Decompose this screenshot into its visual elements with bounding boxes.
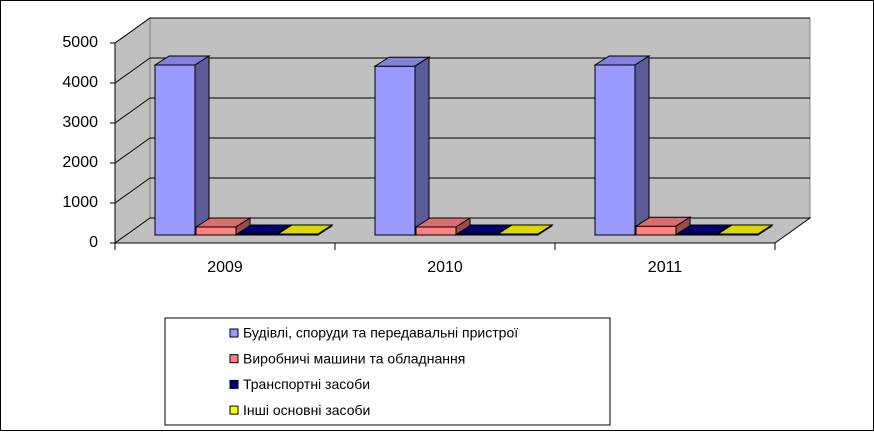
legend-swatch (229, 405, 239, 415)
bar (374, 65, 416, 236)
legend (164, 317, 611, 426)
bar (154, 64, 196, 236)
x-tick-label: 2009 (207, 259, 243, 276)
x-tick-label: 2011 (648, 259, 683, 276)
legend-label: Транспортні засоби (243, 376, 370, 392)
grid-line (114, 137, 810, 164)
grid-line (114, 17, 810, 44)
grid-line (114, 177, 810, 204)
bar (594, 64, 636, 236)
back-wall (149, 17, 811, 219)
legend-swatch (229, 379, 239, 389)
bar (635, 225, 677, 236)
bar-side (757, 224, 773, 236)
y-tick-label: 5000 (62, 34, 98, 51)
bar (195, 226, 237, 236)
bar-side (537, 224, 553, 236)
bar-side (634, 55, 650, 236)
y-tick-label: 0 (89, 234, 98, 251)
legend-label: Інші основні засоби (243, 402, 370, 418)
bar-side (317, 224, 333, 236)
y-tick-label: 2000 (62, 154, 98, 171)
bar (415, 226, 457, 236)
grid-line (114, 97, 810, 124)
legend-label: Будівлі, споруди та передавальні пристро… (243, 325, 518, 341)
x-tick-label: 2010 (427, 259, 463, 276)
grid-line (114, 57, 810, 84)
legend-label: Виробничі машини та обладнання (243, 350, 465, 366)
y-tick-label: 3000 (62, 114, 98, 131)
y-tick-label: 1000 (62, 194, 98, 211)
legend-swatch (229, 354, 239, 364)
bar-side (194, 55, 210, 236)
legend-swatch (229, 328, 239, 338)
side-wall (114, 17, 151, 244)
bar-side (414, 56, 430, 236)
y-tick-label: 4000 (62, 74, 98, 91)
